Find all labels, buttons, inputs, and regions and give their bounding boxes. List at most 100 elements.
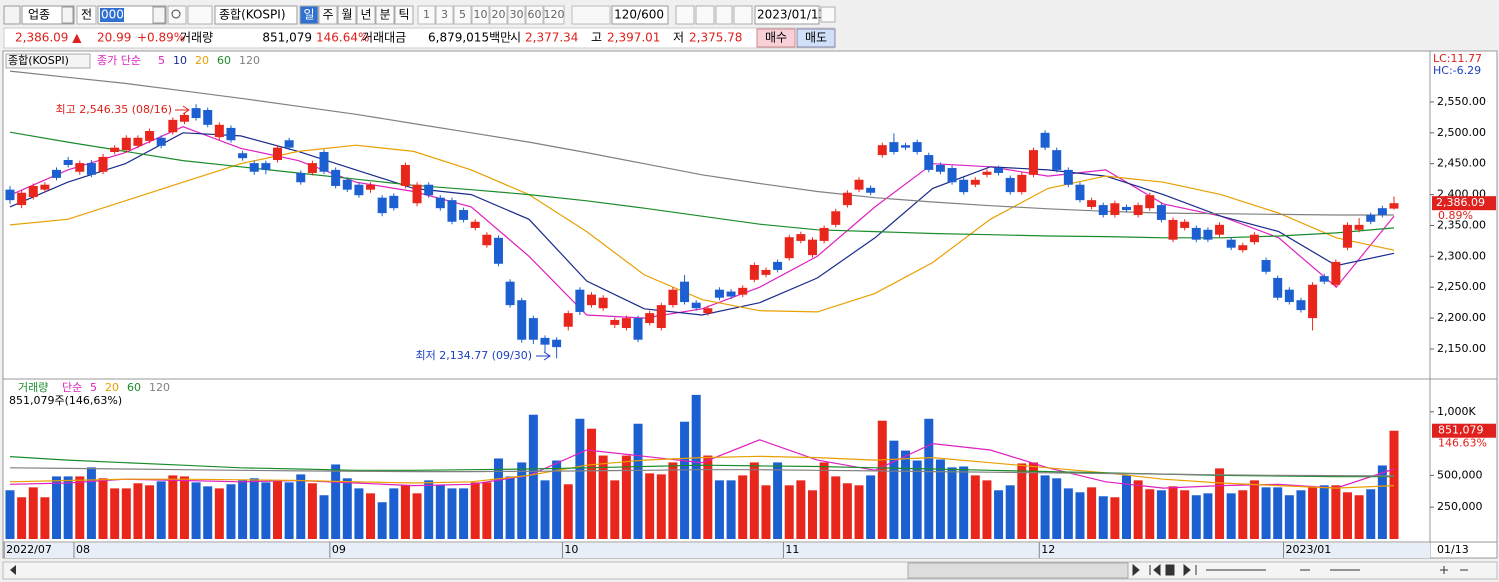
- period-button[interactable]: [299, 5, 319, 25]
- interval-button[interactable]: [507, 5, 526, 25]
- candle-body: [563, 313, 573, 327]
- volume-bar: [98, 478, 108, 539]
- candle-body: [1389, 203, 1399, 209]
- market-select[interactable]: [21, 5, 75, 25]
- candle-body: [540, 337, 550, 345]
- volume: 851,079: [262, 31, 312, 45]
- volume-bar: [145, 485, 155, 539]
- candle-body: [1063, 169, 1073, 185]
- dropdown[interactable]: [152, 6, 166, 24]
- volume-bar: [947, 467, 957, 539]
- candle-body: [1284, 289, 1294, 303]
- candle-body: [470, 221, 480, 228]
- ma-line: [9, 131, 1395, 239]
- candle-body: [459, 210, 469, 220]
- interval-button[interactable]: [453, 5, 472, 25]
- candle-body: [528, 318, 538, 340]
- volume-bar: [1366, 489, 1376, 539]
- volume-bar: [1296, 490, 1306, 539]
- volume-bar: [610, 480, 620, 539]
- legend-entry: 60: [127, 381, 141, 394]
- volume-bar: [424, 480, 434, 539]
- volume-bar: [342, 478, 352, 539]
- candle-body: [877, 145, 887, 156]
- prefix-button[interactable]: [76, 5, 97, 25]
- label: 고: [591, 31, 602, 45]
- calendar-button[interactable]: [820, 6, 836, 23]
- candle-body: [959, 179, 969, 193]
- interval-button[interactable]: [417, 5, 436, 25]
- y-tick-label: 2,150.00: [1437, 342, 1486, 355]
- period-button[interactable]: [356, 5, 376, 25]
- volume-bar: [889, 440, 899, 539]
- search-button[interactable]: [167, 5, 187, 25]
- period-button[interactable]: [337, 5, 357, 25]
- volume-bar: [877, 420, 887, 539]
- y-tick-label: 2,200.00: [1437, 311, 1486, 324]
- settings-button[interactable]: [733, 5, 753, 25]
- period-button[interactable]: [394, 5, 414, 25]
- hc: HC:-6.29: [1433, 64, 1481, 77]
- interval-button[interactable]: [435, 5, 454, 25]
- buy-button[interactable]: [756, 28, 796, 48]
- x-tick-label: 10: [564, 543, 578, 556]
- candle-body: [819, 227, 829, 241]
- chart-icon[interactable]: [3, 5, 21, 25]
- volume-bar: [924, 418, 934, 539]
- sound-button[interactable]: [187, 5, 213, 25]
- period-button[interactable]: [318, 5, 338, 25]
- interval: 60: [528, 8, 542, 21]
- candle-body: [377, 197, 387, 214]
- period-button[interactable]: [375, 5, 395, 25]
- zoom-controls[interactable]: [1206, 566, 1468, 574]
- scroll-thumb[interactable]: [907, 562, 1129, 579]
- change: 20.99: [97, 31, 131, 45]
- scrollbar[interactable]: [2, 561, 1498, 580]
- scroll-buttons[interactable]: [1132, 563, 1197, 577]
- count-box[interactable]: [611, 5, 669, 25]
- candle-body: [842, 192, 852, 206]
- candle-body: [598, 297, 608, 309]
- save-button[interactable]: [715, 5, 733, 25]
- candle-body: [342, 179, 352, 190]
- candle-body: [912, 142, 922, 152]
- interval-button[interactable]: [471, 5, 490, 25]
- period: 주: [322, 8, 333, 22]
- candle-body: [1017, 174, 1027, 193]
- volume-bar: [86, 467, 96, 539]
- date-box[interactable]: [754, 5, 820, 25]
- interval-select[interactable]: [571, 5, 611, 25]
- tool-button[interactable]: [675, 5, 695, 25]
- interval: 10: [474, 8, 488, 21]
- candle-body: [493, 237, 503, 264]
- volume-bar: [994, 490, 1004, 539]
- volume-bar: [1377, 465, 1387, 539]
- scroll-left[interactable]: [10, 565, 16, 575]
- ma-label: 종가 단순: [97, 54, 141, 67]
- candle-body: [435, 197, 445, 209]
- sell: 매도: [805, 31, 827, 45]
- tool-button[interactable]: [695, 5, 715, 25]
- interval-button[interactable]: [489, 5, 508, 25]
- candle-body: [1098, 205, 1108, 215]
- volume-bar: [28, 487, 38, 539]
- volume-bar: [668, 462, 678, 539]
- interval-button[interactable]: [543, 5, 565, 25]
- volume-bar: [505, 476, 515, 539]
- legend-entry: 20: [195, 54, 209, 67]
- interval-button[interactable]: [525, 5, 544, 25]
- volume-bar: [773, 462, 783, 539]
- y-tick-label: 2,500.00: [1437, 126, 1486, 139]
- candle-body: [982, 171, 992, 175]
- candle-body: [1331, 261, 1341, 285]
- volume-bar: [656, 474, 666, 539]
- volume-bar: [214, 488, 224, 539]
- volume-bar: [540, 480, 550, 539]
- sell-button[interactable]: [796, 28, 836, 48]
- high: 2,397.01: [607, 31, 660, 45]
- candle-body: [133, 137, 143, 146]
- volume-bar: [1098, 496, 1108, 539]
- dropdown[interactable]: [61, 6, 74, 24]
- candle-body: [784, 237, 794, 259]
